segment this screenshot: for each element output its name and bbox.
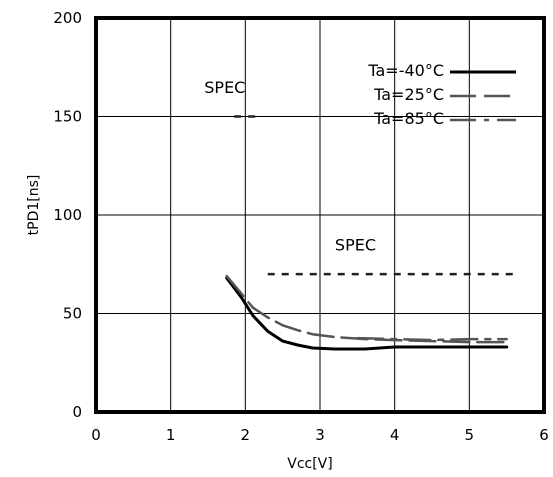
y-tick-labels: 0 50 100 150 200 [53, 9, 82, 421]
y-tick-label: 50 [63, 305, 82, 323]
y-axis-label: tPD1[ns] [26, 175, 42, 236]
series-line [225, 276, 509, 351]
x-axis-label: Vcc[V] [287, 456, 332, 472]
legend-label: Ta=85°C [373, 109, 444, 128]
x-tick-label: 0 [91, 426, 101, 444]
plot-frame [94, 16, 546, 414]
x-tick-label: 2 [241, 426, 251, 444]
legend: Ta=-40°C Ta=25°C Ta=85°C [367, 61, 516, 128]
x-tick-label: 6 [539, 426, 549, 444]
x-tick-label: 3 [315, 426, 325, 444]
grid-lines [95, 17, 545, 413]
spec-lines: SPEC SPEC [204, 78, 515, 276]
series-line [225, 274, 508, 344]
y-tick-label: 200 [53, 9, 82, 27]
x-tick-labels: 0 1 2 3 4 5 6 [91, 426, 549, 444]
series-line [356, 336, 508, 342]
legend-label: Ta=-40°C [367, 61, 444, 80]
spec-label: SPEC [204, 78, 245, 97]
y-tick-label: 150 [53, 108, 82, 126]
legend-label: Ta=25°C [373, 85, 444, 104]
y-tick-label: 100 [53, 206, 82, 224]
x-tick-label: 5 [465, 426, 475, 444]
series-lines [225, 274, 509, 351]
y-tick-label: 0 [72, 403, 82, 421]
spec-label: SPEC [335, 235, 376, 254]
x-tick-label: 4 [390, 426, 400, 444]
x-tick-label: 1 [166, 426, 176, 444]
